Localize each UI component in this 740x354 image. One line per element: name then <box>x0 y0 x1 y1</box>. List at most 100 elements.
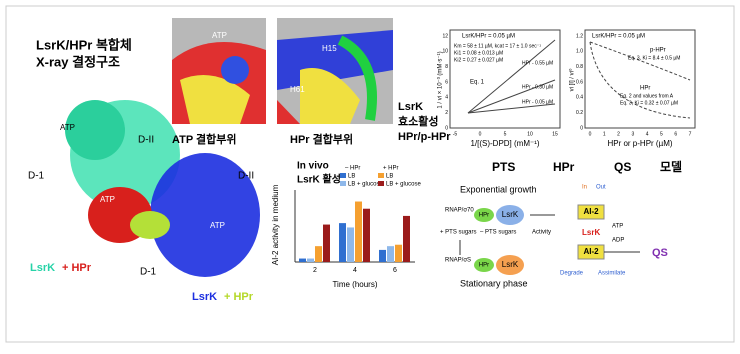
kin-xlabel: 1/[(S)-DPD] (mM⁻¹) <box>470 139 539 148</box>
label: ATP <box>60 123 75 132</box>
x-tick-label: 7 <box>689 131 692 137</box>
x-tick-label: 10 <box>527 131 533 137</box>
kin-ylabel: 1 / vi × 10⁻³ (mM·s⁻¹) <box>438 51 444 108</box>
label: D-II <box>238 171 254 182</box>
y-tick-label: 2 <box>445 110 448 116</box>
kin-text: HPr - 0.05 µM <box>522 99 553 105</box>
x-tick-label: 4 <box>353 267 357 274</box>
legend: LsrK <box>30 262 55 274</box>
x-tick-label: 3 <box>631 131 634 137</box>
kin-text: HPr - 0.55 µM <box>522 60 553 66</box>
model-text: RNAP/σS <box>445 258 471 264</box>
kin-text: Km = 58 ± 11 µM, kcat = 17 ± 1.0 sec⁻¹ <box>454 43 541 49</box>
y-tick-label: 0 <box>580 125 583 131</box>
kin-text: LsrK/HPr = 0.05 µM <box>592 34 645 40</box>
model-shapes <box>459 204 640 275</box>
kin-text: Ki2 = 0.27 ± 0.027 µM <box>454 57 503 63</box>
y-tick-label: 0.2 <box>576 110 583 116</box>
kin-xlabel: HPr or p-HPr (µM) <box>607 139 672 148</box>
y-tick-label: 12 <box>442 33 448 39</box>
site-label: ATP 결합부위 <box>172 132 237 146</box>
model-text: Degrade <box>560 271 584 277</box>
surface-label: ATP <box>212 31 227 40</box>
legend-swatch <box>378 181 384 186</box>
y-tick-label: 0.4 <box>576 95 583 101</box>
x-tick-label: 1 <box>603 131 606 137</box>
model-text: ATP <box>612 224 623 230</box>
bar <box>387 246 394 262</box>
x-tick-label: 5 <box>504 131 507 137</box>
legend-swatch <box>340 173 346 178</box>
surface-atp <box>172 18 266 124</box>
y-tick-label: 4 <box>445 95 448 101</box>
kin-text: Eq. 1 <box>470 80 485 86</box>
x-tick-label: 15 <box>552 131 558 137</box>
bar <box>323 224 330 262</box>
bar <box>363 208 370 262</box>
site-label: HPr 결합부위 <box>290 132 353 146</box>
kin-text: Eq. 3, Ki = 8.4 ± 0.5 µM <box>628 55 680 61</box>
model-text: AI-2 <box>583 207 599 216</box>
model-title: 모델 <box>660 160 682 174</box>
model-text: AI-2 <box>583 247 599 256</box>
bar <box>403 215 410 262</box>
model-text: Stationary phase <box>460 278 528 288</box>
activity-label: HPr/p-HPr <box>398 131 451 143</box>
bar <box>299 258 306 262</box>
legend-group: – HPr <box>345 166 360 172</box>
label: D-II <box>138 135 154 146</box>
model-text: – PTS sugars <box>480 230 516 236</box>
y-tick-label: 1.0 <box>576 49 583 55</box>
label: D-1 <box>140 267 157 278</box>
bar <box>315 246 322 262</box>
legend-label: LB + glucose <box>348 182 384 188</box>
subtitle: X-ray 결정구조 <box>36 54 120 69</box>
y-label: AI-2 activity in medium <box>271 184 280 265</box>
kin-text: Eq. 3, Ki = 0.32 ± 0.07 µM <box>620 100 678 106</box>
legend: LsrK <box>192 291 217 303</box>
activity-label: LsrK <box>398 101 423 113</box>
bar <box>379 249 386 262</box>
model-text: LsrK <box>582 228 600 237</box>
model-text: Out <box>596 185 606 191</box>
kin-text: Eq. 2 and values from A <box>620 93 674 99</box>
bar <box>307 258 314 262</box>
y-tick-label: 1.2 <box>576 33 583 39</box>
legend-swatch <box>340 181 346 186</box>
model-text: LsrK <box>502 260 519 269</box>
legend: + HPr <box>62 262 92 274</box>
model-text: RNAP/σ70 <box>445 208 474 214</box>
label: ATP <box>100 195 115 204</box>
legend-label: LB <box>386 174 393 180</box>
x-tick-label: 6 <box>393 267 397 274</box>
y-tick-label: 8 <box>445 64 448 70</box>
surface-label: H15 <box>322 44 337 53</box>
x-tick-label: 6 <box>674 131 677 137</box>
model-text: HPr <box>479 213 489 219</box>
legend-label: LB <box>348 174 355 180</box>
x-label: Time (hours) <box>332 280 377 289</box>
model-title: PTS <box>492 160 515 174</box>
chart-subtitle: LsrK 활성 <box>297 173 341 186</box>
model-text: In <box>582 185 587 191</box>
x-tick-label: 2 <box>617 131 620 137</box>
bar <box>355 201 362 262</box>
x-tick-label: 2 <box>313 267 317 274</box>
x-tick-label: 0 <box>479 131 482 137</box>
model-text: + PTS sugars <box>440 230 477 236</box>
frame <box>5 5 735 343</box>
bar <box>395 244 402 262</box>
y-tick-label: 10 <box>442 49 448 55</box>
bar <box>339 223 346 262</box>
title: LsrK/HPr 복합체 <box>36 37 132 52</box>
y-tick-label: 0.8 <box>576 64 583 70</box>
y-tick-label: 0.6 <box>576 79 583 85</box>
legend-label: LB + glucose <box>386 182 422 188</box>
model-text: ADP <box>612 238 624 244</box>
surface-label: H61 <box>290 85 305 94</box>
model-text: QS <box>652 247 668 259</box>
kinetics-plot <box>449 29 561 129</box>
label: ATP <box>210 221 225 230</box>
activity-label: 효소활성 <box>398 114 438 128</box>
